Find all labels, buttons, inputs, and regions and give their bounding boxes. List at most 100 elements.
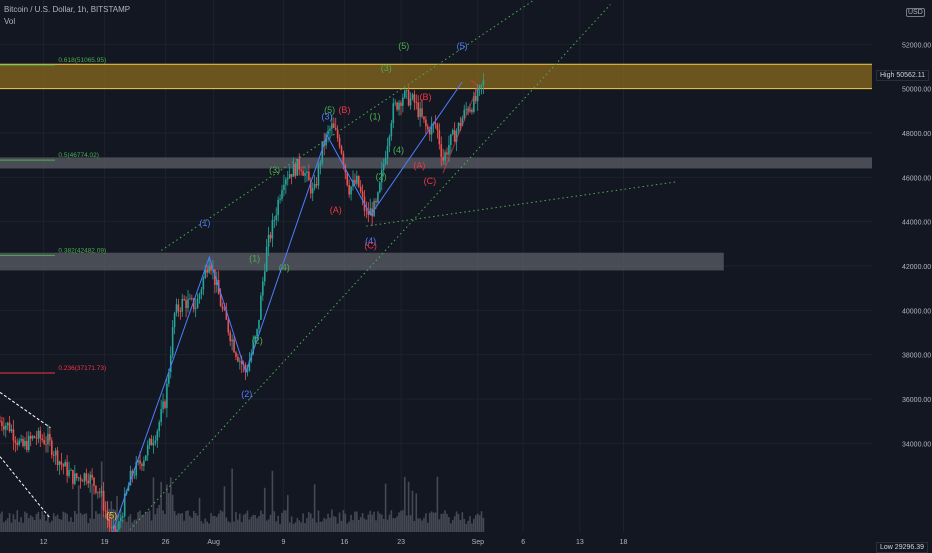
volume-bar: [98, 513, 101, 532]
volume-bar: [438, 519, 441, 532]
candle-body: [14, 440, 17, 443]
candle-body: [104, 510, 107, 512]
volume-bar: [66, 513, 68, 532]
candle-body: [68, 470, 70, 476]
volume-bar: [379, 513, 381, 532]
volume-bar: [254, 514, 256, 532]
wave-label: (C): [364, 240, 377, 250]
wave-label: (4): [279, 262, 290, 272]
volume-bar: [286, 495, 289, 532]
volume-bar: [411, 490, 414, 532]
candle-body: [421, 108, 423, 117]
candle-body: [296, 158, 299, 176]
volume-bar: [160, 481, 162, 532]
volume-bar: [116, 495, 118, 532]
candle-body: [425, 119, 427, 127]
candle-body: [331, 123, 333, 129]
candle-body: [169, 355, 172, 373]
volume-bar: [64, 512, 67, 532]
price-axis[interactable]: 52000.00 50000.00 48000.00 46000.00 44000.00…: [872, 0, 932, 550]
volume-bar: [309, 513, 312, 532]
volume-bar: [352, 520, 354, 532]
candle-body: [461, 118, 464, 126]
volume-bar: [267, 519, 270, 532]
price-tick-label: 48000.00: [902, 131, 931, 138]
time-tick-label: 19: [101, 539, 109, 546]
volume-bar: [168, 493, 170, 532]
candle-body: [304, 172, 306, 176]
volume-bar: [375, 520, 377, 532]
volume-bar: [0, 513, 1, 532]
candle-body: [448, 144, 450, 155]
candle-body: [244, 364, 247, 373]
candle-body: [254, 336, 256, 343]
wave-label: (3): [322, 112, 333, 122]
volume-bar: [425, 513, 427, 532]
wave-label: (5): [457, 41, 468, 51]
candle-body: [365, 210, 368, 212]
volume-bar: [277, 515, 279, 532]
candle-body: [18, 440, 20, 445]
candle-body: [98, 491, 101, 493]
volume-bar: [319, 521, 322, 532]
volume-bar: [317, 510, 320, 532]
candle-body: [269, 234, 272, 239]
volume-bar: [465, 523, 467, 532]
candle-body: [283, 184, 285, 191]
low-value: 29296.39: [894, 543, 924, 551]
volume-bar: [14, 519, 17, 532]
candle-body: [31, 436, 34, 439]
volume-bar: [237, 519, 239, 532]
price-tick-label: 44000.00: [902, 220, 931, 227]
volume-bar: [453, 516, 456, 532]
volume-bar: [143, 514, 145, 532]
volume-indicator-label: Vol: [4, 17, 16, 26]
candle-body: [473, 95, 475, 112]
trend-dash-white: [0, 391, 51, 429]
volume-bar: [457, 513, 460, 532]
candle-body: [327, 130, 329, 135]
candle-body: [275, 215, 278, 220]
candle-body: [286, 178, 289, 180]
candle-body: [47, 433, 49, 445]
volume-bar: [427, 522, 429, 532]
volume-bar: [476, 513, 479, 532]
volume-bar: [298, 520, 301, 532]
candle-body: [171, 327, 174, 356]
time-axis[interactable]: 12 19 26 Aug 9 16 23 Sep 6 13 18: [0, 532, 932, 550]
candle-body: [455, 131, 458, 142]
volume-bar: [323, 517, 326, 532]
candle-body: [463, 109, 466, 119]
candle-body: [392, 103, 395, 124]
candle-body: [482, 80, 485, 85]
volume-bar: [231, 468, 233, 532]
candle-body: [16, 442, 19, 445]
candle-body: [175, 304, 178, 314]
candle-body: [54, 450, 57, 456]
volume-bar: [480, 511, 483, 532]
candle-body: [273, 219, 276, 221]
volume-bar: [400, 510, 402, 532]
candle-body: [478, 85, 481, 89]
candle-body: [334, 127, 337, 130]
volume-bar: [388, 514, 391, 532]
volume-bar: [227, 521, 230, 532]
volume-bar: [56, 514, 59, 532]
volume-bar: [271, 470, 274, 532]
trend-dash-white-2: [0, 456, 51, 520]
currency-badge[interactable]: USD: [906, 8, 925, 17]
volume-bar: [283, 510, 285, 532]
volume-bar: [321, 521, 324, 532]
candle-body: [294, 163, 297, 176]
candle-body: [202, 278, 205, 290]
volume-bar: [135, 519, 138, 532]
volume-bar: [244, 513, 247, 532]
candle-body: [223, 308, 226, 310]
volume-bar: [446, 513, 448, 532]
volume-bar: [79, 512, 82, 532]
volume-bar: [45, 520, 47, 532]
candle-body: [277, 199, 279, 216]
volume-bar: [294, 522, 297, 532]
candle-body: [114, 525, 116, 533]
